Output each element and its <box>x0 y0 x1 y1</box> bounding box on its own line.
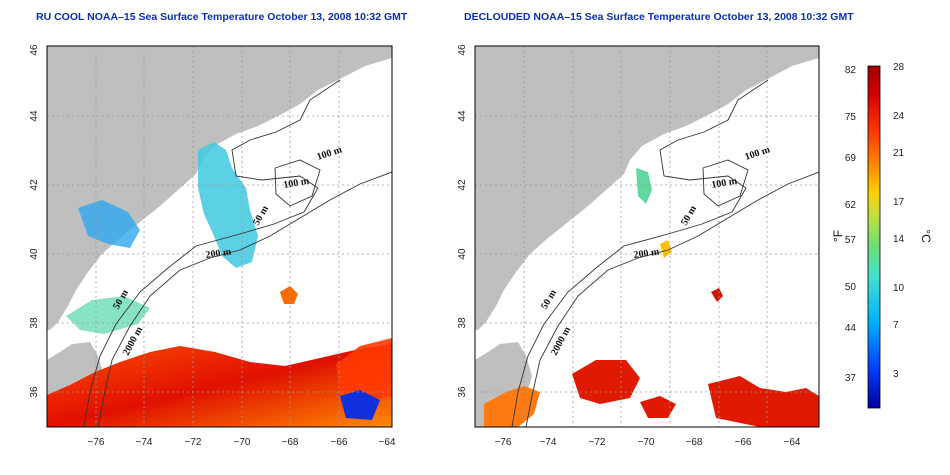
sst-patch-gulf-maine <box>198 142 258 268</box>
sst-patch-south <box>47 344 392 427</box>
fahrenheit-labels: 82 75 69 62 57 50 44 37 <box>845 65 857 384</box>
left-lat-tick: 38 <box>29 317 40 329</box>
left-map-title: RU COOL NOAA–15 Sea Surface Temperature … <box>36 11 408 23</box>
celsius-label: 17 <box>893 197 905 208</box>
celsius-label: 10 <box>893 283 905 294</box>
left-map-frame <box>46 45 393 428</box>
sst-patch-east <box>336 338 392 402</box>
sst-patch-west <box>78 200 140 248</box>
celsius-label: 7 <box>893 320 899 331</box>
right-lon-tick: −66 <box>735 437 752 448</box>
left-lon-tick: −64 <box>379 437 396 448</box>
land-mass <box>475 46 819 330</box>
sst-patch-shelf <box>660 240 672 258</box>
left-lon-ticks: −76 −74 −72 −70 −68 −66 −64 <box>88 437 396 448</box>
left-contours <box>83 79 392 427</box>
sst-patch-gulf-maine <box>636 168 652 204</box>
celsius-label: 28 <box>893 62 905 73</box>
right-lon-ticks: −76 −74 −72 −70 −68 −66 −64 <box>495 437 801 448</box>
contour-label-200m: 200 m <box>205 246 233 261</box>
celsius-label: 3 <box>893 369 899 380</box>
right-contours <box>511 79 819 427</box>
sst-patch-cold-east <box>340 390 380 420</box>
right-map-title: DECLOUDED NOAA–15 Sea Surface Temperatur… <box>464 11 854 23</box>
fahrenheit-label: 62 <box>845 200 857 211</box>
sst-patch-warm-eddy <box>711 288 723 302</box>
fahrenheit-label: 44 <box>845 323 857 334</box>
left-lon-tick: −76 <box>88 437 105 448</box>
right-lat-tick: 36 <box>457 386 468 398</box>
right-lon-tick: −68 <box>686 437 703 448</box>
right-lat-tick: 44 <box>457 110 468 122</box>
left-lat-tick: 42 <box>29 179 40 191</box>
celsius-label: 21 <box>893 148 905 159</box>
right-lon-tick: −72 <box>589 437 606 448</box>
right-lat-ticks: 46 44 42 40 38 36 <box>457 44 468 398</box>
colorbar: 82 75 69 62 57 50 44 37 28 24 21 17 14 1… <box>831 62 933 409</box>
sst-patch-shelf <box>66 296 150 334</box>
fahrenheit-label: 75 <box>845 112 857 123</box>
left-grid <box>47 46 392 427</box>
land-mass <box>47 46 392 330</box>
contour-label-100m-b: 100 m <box>711 176 739 191</box>
right-grid <box>475 46 819 427</box>
celsius-labels: 28 24 21 17 14 10 7 3 <box>893 62 905 380</box>
left-lat-tick: 44 <box>29 110 40 122</box>
celsius-unit-label: °C <box>919 229 933 243</box>
sst-patch-south-east <box>708 376 819 427</box>
left-lat-tick: 46 <box>29 44 40 56</box>
right-map-frame <box>474 45 820 428</box>
fahrenheit-label: 37 <box>845 373 857 384</box>
left-lat-tick: 40 <box>29 248 40 260</box>
celsius-label: 14 <box>893 234 905 245</box>
left-lon-tick: −68 <box>282 437 299 448</box>
sst-patch-warm-eddy <box>280 286 298 304</box>
left-lat-tick: 36 <box>29 386 40 398</box>
fahrenheit-unit-label: °F <box>831 230 845 242</box>
right-lon-tick: −64 <box>784 437 801 448</box>
fahrenheit-label: 57 <box>845 235 857 246</box>
right-lon-tick: −70 <box>638 437 655 448</box>
left-map: 100 m 100 m 50 m 200 m 50 m 2000 m −76 −… <box>29 44 396 448</box>
right-lat-tick: 40 <box>457 248 468 260</box>
fahrenheit-label: 50 <box>845 282 857 293</box>
left-lon-tick: −70 <box>234 437 251 448</box>
left-lat-ticks: 46 44 42 40 38 36 <box>29 44 40 398</box>
contour-label-200m: 200 m <box>633 246 661 261</box>
sst-patch-south-central <box>640 396 676 418</box>
right-lon-tick: −76 <box>495 437 512 448</box>
left-lon-tick: −74 <box>136 437 153 448</box>
right-lat-tick: 46 <box>457 44 468 56</box>
right-map: 100 m 100 m 50 m 200 m 50 m 2000 m −76 −… <box>457 44 820 448</box>
colorbar-gradient <box>867 65 881 409</box>
fahrenheit-label: 69 <box>845 153 857 164</box>
contour-label-100m-b: 100 m <box>283 176 311 191</box>
right-lat-tick: 42 <box>457 179 468 191</box>
sst-patch-south-west <box>484 386 540 427</box>
right-lon-tick: −74 <box>540 437 557 448</box>
celsius-label: 24 <box>893 111 905 122</box>
fahrenheit-label: 82 <box>845 65 857 76</box>
sst-patch-south <box>572 360 640 404</box>
left-lon-tick: −66 <box>331 437 348 448</box>
right-lat-tick: 38 <box>457 317 468 329</box>
left-lon-tick: −72 <box>185 437 202 448</box>
